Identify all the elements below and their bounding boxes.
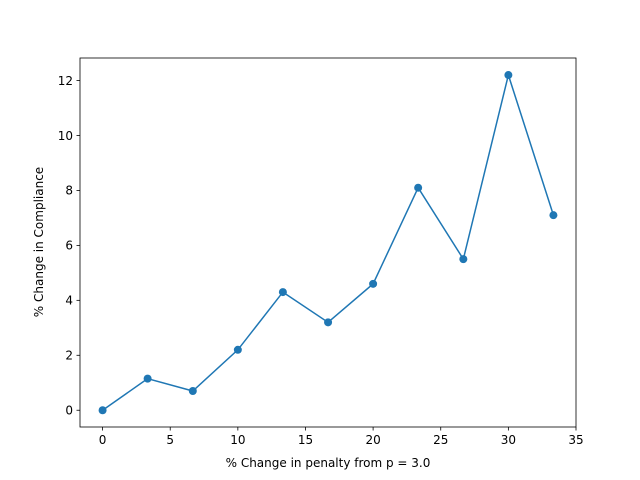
- x-tick-label: 30: [501, 433, 516, 447]
- data-point: [188, 387, 197, 396]
- x-tick-label: 15: [298, 433, 313, 447]
- x-tick-label: 20: [365, 433, 380, 447]
- x-axis-label: % Change in penalty from p = 3.0: [226, 456, 431, 470]
- x-tick-label: 25: [433, 433, 448, 447]
- data-point: [233, 345, 242, 354]
- data-point: [369, 279, 378, 288]
- plot-frame: [79, 57, 577, 428]
- y-tick-label: 8: [65, 184, 73, 198]
- y-tick-label: 2: [65, 349, 73, 363]
- data-point: [98, 406, 107, 415]
- data-point: [143, 374, 152, 383]
- plot-area: [79, 57, 577, 428]
- y-tick-label: 6: [65, 239, 73, 253]
- y-axis-label: % Change in Compliance: [32, 167, 46, 317]
- y-tick-label: 10: [58, 129, 73, 143]
- y-tick-label: 12: [58, 74, 73, 88]
- y-tick-label: 4: [65, 294, 73, 308]
- x-tick-label: 5: [166, 433, 174, 447]
- x-tick-label: 10: [230, 433, 245, 447]
- y-tick-label: 0: [65, 404, 73, 418]
- x-tick-label: 0: [99, 433, 107, 447]
- data-point: [459, 255, 468, 264]
- x-tick-label: 35: [568, 433, 583, 447]
- data-point: [278, 288, 287, 297]
- y-axis-ticks: 0 2 4 6 8 10 12: [58, 74, 80, 418]
- data-point: [504, 71, 513, 80]
- data-point: [324, 318, 333, 327]
- data-point: [549, 211, 558, 220]
- data-point: [414, 183, 423, 192]
- x-axis-ticks: 0 5 10 15 20 25 30 35: [99, 427, 584, 447]
